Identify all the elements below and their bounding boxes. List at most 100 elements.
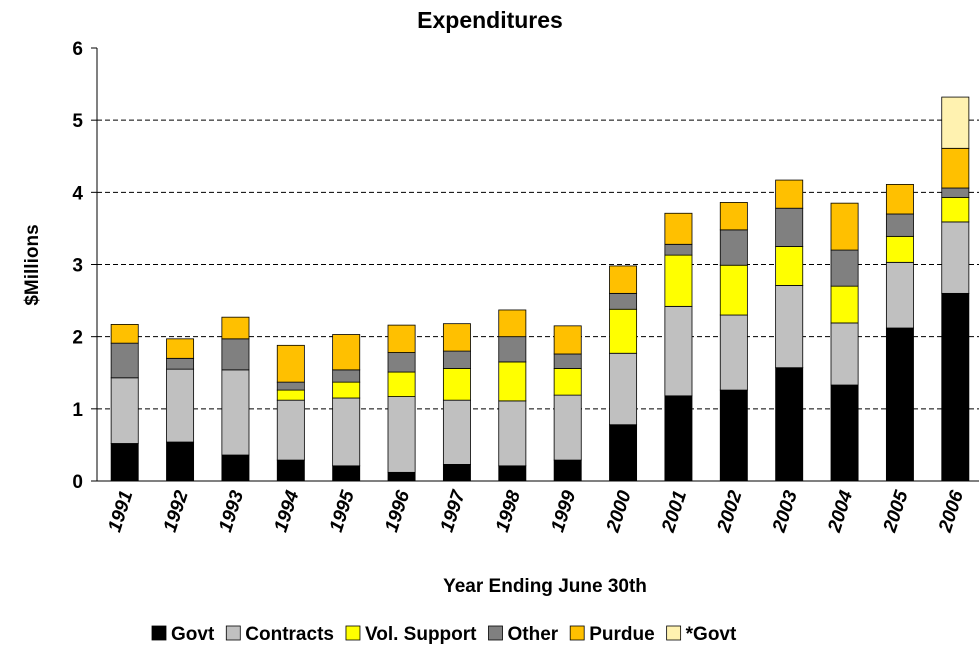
legend-swatch (569, 625, 585, 641)
bar-segment (387, 471, 416, 482)
x-tick-label: 1991 (104, 488, 137, 535)
legend-label: Other (508, 624, 559, 645)
bar-segment (775, 367, 804, 482)
bar-segment (276, 399, 305, 461)
x-tick-label: 1994 (271, 488, 304, 535)
y-tick-label: 1 (72, 400, 83, 421)
bar-segment (775, 246, 804, 286)
x-tick-label: 2002 (713, 488, 746, 536)
bar-segment (775, 285, 804, 369)
bar-segment (553, 325, 582, 355)
x-tick-label: 2006 (935, 488, 968, 536)
bar-segment (609, 424, 638, 482)
bar-segment (498, 309, 527, 338)
x-tick-label: 2001 (658, 488, 691, 536)
x-tick-label: 1998 (492, 488, 525, 535)
bar-segment (332, 397, 361, 467)
x-tick-label: 1996 (381, 488, 414, 535)
bar-segment (442, 368, 471, 401)
bar-segment (941, 221, 970, 294)
bar-segment (885, 327, 914, 482)
bar-segment (332, 465, 361, 482)
bar-segment (830, 202, 859, 251)
bar-segment (830, 285, 859, 324)
bar-segment (830, 322, 859, 386)
bar-segment (387, 352, 416, 373)
chart-title: Expenditures (417, 7, 563, 33)
bar-segment (221, 369, 250, 456)
bar-segment (442, 399, 471, 465)
legend-swatch (151, 625, 167, 641)
bar-segment (442, 350, 471, 369)
bar-segment (332, 334, 361, 371)
bar-segment (332, 381, 361, 399)
bar-segment (664, 305, 693, 397)
bar-segment (719, 229, 748, 266)
legend-label: Purdue (589, 624, 654, 645)
bar-segment (941, 147, 970, 189)
bar-segment (442, 464, 471, 482)
legend-label: Contracts (245, 624, 334, 645)
bar-segment (553, 368, 582, 396)
bar-segment (664, 254, 693, 307)
bar-segment (664, 212, 693, 245)
bar-segment (941, 196, 970, 223)
bar-segment (553, 353, 582, 369)
y-tick-label: 3 (72, 256, 83, 277)
legend-swatch (488, 625, 503, 641)
bar-segment (166, 357, 195, 370)
bar-segment (498, 336, 527, 363)
x-tick-label: 2004 (824, 488, 857, 536)
y-tick-label: 5 (72, 111, 83, 132)
x-tick-label: 2005 (879, 488, 912, 536)
bar-segment (221, 316, 250, 340)
bar-segment (885, 183, 914, 215)
bar-segment (719, 202, 748, 231)
bar-segment (276, 389, 305, 401)
bar-segment (442, 323, 471, 352)
bar-segment (387, 324, 416, 353)
bar-segment (719, 314, 748, 391)
bar-segment (885, 261, 914, 329)
bar-segment (276, 459, 305, 482)
legend-label: Vol. Support (365, 624, 477, 645)
bar-segment (110, 342, 139, 379)
bar-segment (166, 368, 195, 443)
bar-segment (719, 264, 748, 316)
bar-segment (941, 187, 970, 198)
bar-segment (609, 292, 638, 310)
bar-segment (609, 308, 638, 354)
bar-segment (276, 344, 305, 383)
legend-swatch (345, 625, 361, 641)
bar-segment (498, 361, 527, 402)
bar-segment (609, 265, 638, 294)
legend-swatch (666, 625, 682, 641)
bar-segment (664, 243, 693, 256)
bar-segment (387, 396, 416, 473)
bar-segment (885, 235, 914, 263)
x-axis-label: Year Ending June 30th (443, 576, 647, 597)
bar-segment (387, 371, 416, 397)
bar-segment (553, 459, 582, 482)
bar-segment (498, 400, 527, 467)
y-tick-label: 4 (72, 183, 83, 204)
bar-segment (166, 441, 195, 482)
bar-segment (498, 465, 527, 482)
bar-segment (609, 352, 638, 426)
y-axis-label: $Millions (22, 224, 43, 305)
bar-segment (221, 338, 250, 371)
x-tick-label: 1997 (437, 487, 470, 535)
bar-segment (276, 381, 305, 391)
bar-segment (110, 377, 139, 444)
bar-segment (885, 213, 914, 237)
bar-segment (166, 338, 195, 359)
bar-segment (830, 249, 859, 287)
y-tick-label: 6 (72, 39, 83, 60)
bar-segment (775, 207, 804, 247)
bar-segment (719, 389, 748, 482)
x-tick-label: 2003 (769, 488, 802, 536)
y-tick-label: 2 (72, 328, 83, 349)
bar-segment (664, 395, 693, 482)
bar-segment (941, 96, 970, 149)
